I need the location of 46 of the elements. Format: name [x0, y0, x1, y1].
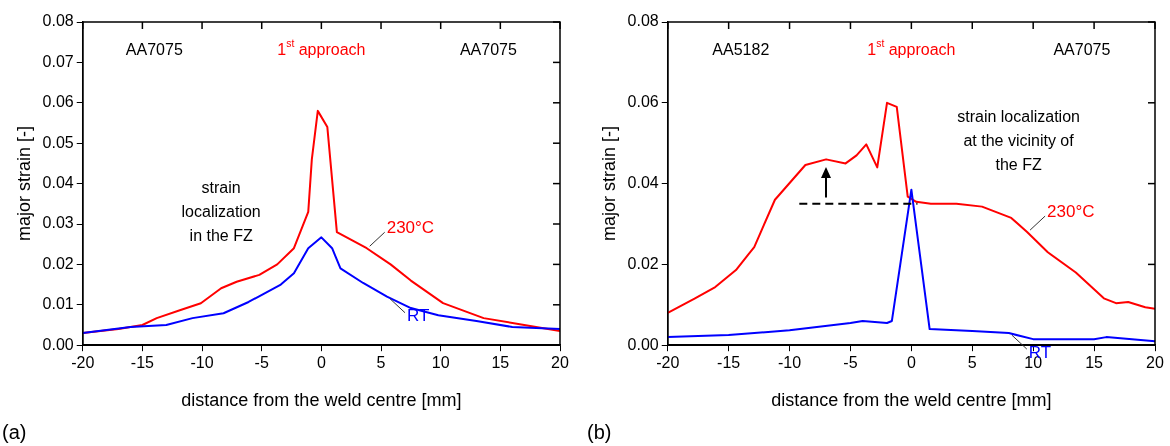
- text: (a): [2, 420, 27, 443]
- x-tick-label: -10: [777, 354, 802, 372]
- annotation: AA5182: [712, 41, 770, 59]
- annotation: strain localization in the FZ: [181, 179, 261, 245]
- y-tick-label: 0.00: [627, 335, 659, 353]
- x-tick-label: 20: [551, 354, 569, 372]
- y-tick-label: 0.01: [42, 295, 74, 313]
- y-tick-label: 0.08: [42, 12, 74, 30]
- series-label: 230°C: [1047, 201, 1095, 221]
- annotation: strain localization at the vicinity of the FZ: [957, 107, 1080, 173]
- x-tick-label: 0: [316, 354, 326, 372]
- y-tick-label: 0.06: [42, 93, 74, 111]
- x-tick-label: 0: [906, 354, 916, 372]
- series-label: 230°C: [386, 217, 435, 237]
- y-axis-title: major strain [-]: [598, 126, 619, 242]
- x-axis-title: distance from the weld centre [mm]: [181, 390, 462, 411]
- y-tick-label: 0.06: [627, 93, 659, 111]
- x-tick-label: -15: [717, 354, 741, 372]
- y-tick-label: 0.05: [42, 133, 74, 151]
- y-tick-label: 0.04: [627, 174, 659, 192]
- y-tick-label: 0.08: [627, 12, 659, 30]
- x-tick-label: 5: [376, 354, 386, 372]
- annotation: AA7075: [1053, 41, 1111, 59]
- x-tick-label: -15: [130, 354, 155, 372]
- x-tick-label: -20: [656, 354, 680, 372]
- x-tick-label: 5: [967, 354, 977, 372]
- x-tick-label: 15: [491, 354, 510, 372]
- annotation: AA7075: [125, 41, 183, 59]
- y-tick-label: 0.02: [627, 254, 659, 272]
- x-tick-label: -20: [71, 354, 95, 372]
- y-tick-label: 0.03: [42, 214, 74, 232]
- annotation: AA7075: [459, 41, 517, 59]
- x-tick-label: 15: [1085, 354, 1104, 372]
- y-tick-label: 0.07: [42, 52, 74, 70]
- text: (b): [587, 420, 612, 443]
- y-tick-label: 0.00: [42, 335, 74, 353]
- x-tick-label: 10: [431, 354, 450, 372]
- y-tick-label: 0.04: [42, 174, 74, 192]
- x-tick-label: 20: [1146, 354, 1164, 372]
- x-tick-label: -10: [190, 354, 214, 372]
- x-tick-label: -5: [254, 354, 269, 372]
- x-tick-label: -5: [843, 354, 858, 372]
- x-axis-title: distance from the weld centre [mm]: [771, 390, 1052, 411]
- y-axis-title: major strain [-]: [13, 126, 34, 242]
- y-tick-label: 0.02: [42, 254, 74, 272]
- series-label: RT: [406, 306, 430, 326]
